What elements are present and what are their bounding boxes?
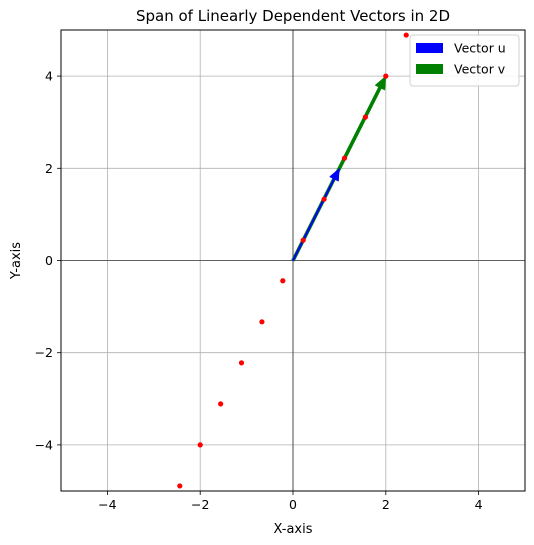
span-point xyxy=(383,73,389,79)
legend-swatch xyxy=(416,64,443,74)
span-point xyxy=(403,32,409,38)
ticks: −4 −2 0 2 4 −4 −2 0 2 4 xyxy=(35,69,483,512)
span-point xyxy=(341,155,348,161)
span-point xyxy=(280,278,286,284)
x-tick-label: −2 xyxy=(191,497,209,512)
legend: Vector u Vector v xyxy=(409,34,520,87)
x-tick-label: −4 xyxy=(98,497,116,512)
span-points xyxy=(177,32,409,489)
x-tick-label: 2 xyxy=(382,497,390,512)
y-axis-label: Y-axis xyxy=(9,242,24,280)
x-axis-label: X-axis xyxy=(274,522,313,537)
span-point xyxy=(300,237,306,243)
chart-title: Span of Linearly Dependent Vectors in 2D xyxy=(136,7,450,25)
span-point xyxy=(321,196,327,202)
span-point xyxy=(218,401,224,407)
span-point xyxy=(177,483,183,489)
y-tick-label: 2 xyxy=(45,161,53,176)
span-point xyxy=(197,442,203,448)
legend-label: Vector u xyxy=(454,41,506,56)
x-tick-label: 0 xyxy=(289,497,297,512)
y-tick-label: −2 xyxy=(35,345,53,360)
span-point xyxy=(259,319,265,325)
span-point xyxy=(238,360,245,366)
x-tick-label: 4 xyxy=(475,497,483,512)
y-tick-label: 4 xyxy=(45,69,53,84)
y-tick-label: −4 xyxy=(35,437,53,452)
y-tick-label: 0 xyxy=(45,253,53,268)
span-point xyxy=(362,114,368,120)
vector-u-arrow xyxy=(291,167,340,262)
vectors xyxy=(291,75,387,262)
legend-label: Vector v xyxy=(454,62,506,77)
legend-swatch xyxy=(416,43,443,53)
